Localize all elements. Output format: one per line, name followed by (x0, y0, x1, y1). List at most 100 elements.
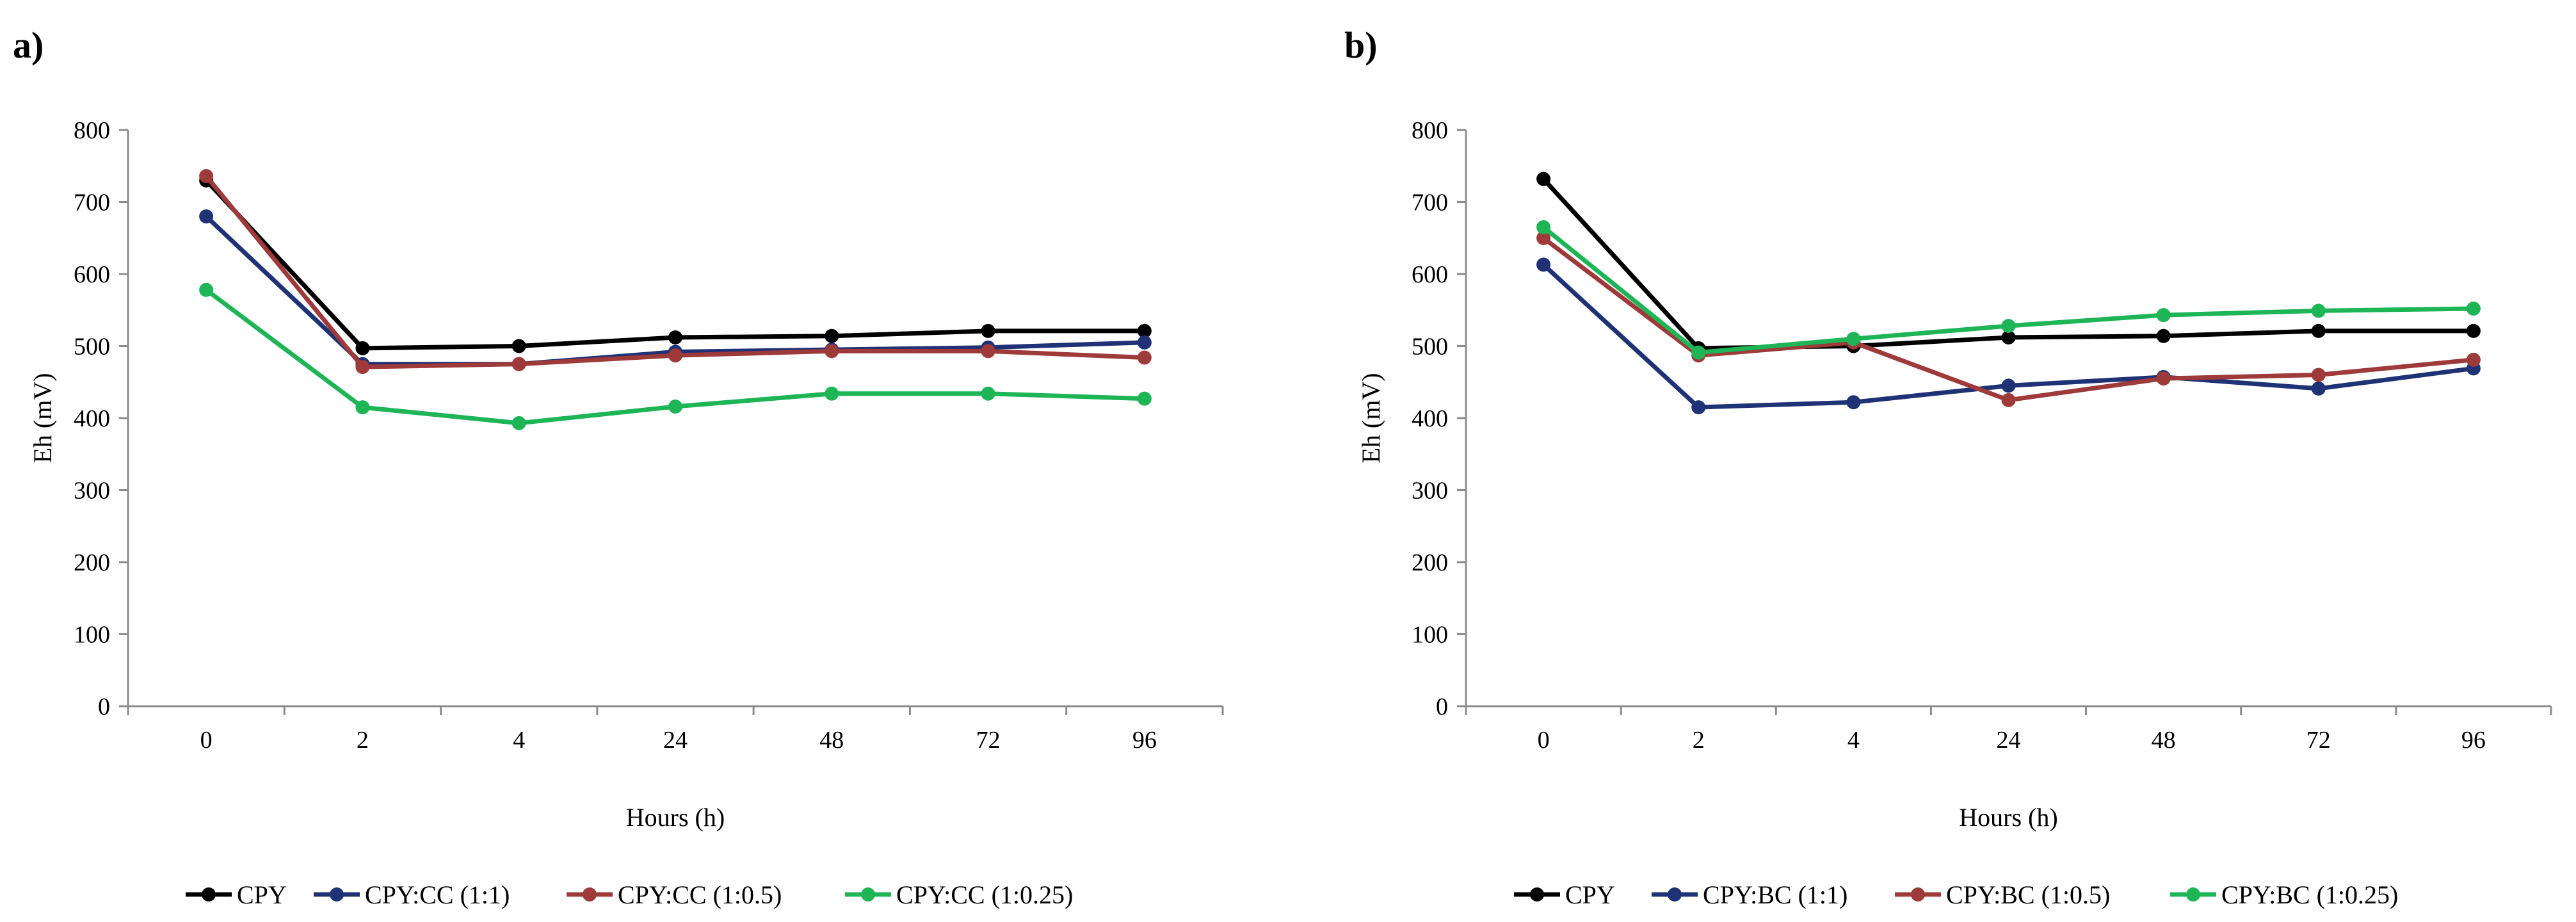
data-point (2311, 368, 2326, 382)
y-tick-label: 300 (1412, 478, 1448, 505)
data-point (1536, 257, 1551, 272)
data-point (355, 360, 370, 375)
data-point (2466, 302, 2481, 316)
x-tick-label: 48 (2152, 727, 2176, 754)
data-point (1137, 323, 1152, 338)
data-point (199, 169, 214, 183)
legend-swatch-marker (1668, 887, 1682, 902)
data-point (2466, 352, 2481, 367)
y-tick-label: 800 (1412, 117, 1448, 144)
legend-label: CPY:CC (1:1) (365, 880, 510, 909)
data-point (199, 282, 214, 297)
x-tick-label: 2 (357, 727, 369, 754)
x-tick-label: 0 (1538, 727, 1550, 754)
legend: CPY CPY:CC (1:1) CPY:CC (1:0.5) CPY:CC (1:0… (186, 880, 1073, 909)
y-tick-label: 400 (1412, 405, 1448, 432)
x-axis-title: Hours (h) (626, 803, 725, 832)
legend-label: CPY (237, 880, 287, 909)
data-point (1846, 395, 1861, 410)
panel-label: a) (13, 24, 44, 66)
data-point (2156, 328, 2171, 343)
data-point (1691, 345, 1706, 360)
legend-label: CPY:BC (1:0.25) (2221, 880, 2398, 909)
data-point (825, 328, 839, 343)
data-point (199, 209, 214, 223)
legend-swatch-marker (583, 887, 597, 902)
series-4 (1536, 220, 2481, 360)
data-point (1137, 350, 1152, 365)
data-point (981, 386, 995, 401)
y-axis-title: Eh (mV) (1356, 373, 1385, 463)
x-tick-label: 48 (819, 727, 844, 754)
data-point (1536, 172, 1551, 186)
data-point (1536, 220, 1551, 234)
x-tick-label: 2 (1693, 727, 1705, 754)
y-tick-label: 100 (1412, 622, 1448, 649)
y-tick-label: 500 (74, 334, 110, 360)
data-point (355, 400, 370, 415)
legend-label: CPY:BC (1:0.5) (1946, 880, 2110, 909)
x-tick-label: 96 (1132, 727, 1157, 754)
y-tick-label: 300 (74, 478, 110, 505)
data-point (2156, 371, 2171, 386)
x-tick-label: 24 (1997, 727, 2021, 754)
series-4 (199, 282, 1152, 430)
legend-item-1: CPY (186, 880, 287, 909)
y-tick-label: 600 (74, 261, 110, 288)
y-tick-label: 100 (74, 622, 110, 649)
legend-label: CPY:BC (1:1) (1703, 880, 1847, 909)
data-point (355, 341, 370, 355)
legend-swatch-marker (2186, 887, 2200, 902)
data-point (668, 400, 682, 414)
data-point (981, 323, 995, 338)
y-tick-label: 500 (1412, 334, 1448, 360)
legend: CPY CPY:BC (1:1) CPY:BC (1:0.5) CPY:BC (1:0… (1514, 880, 2398, 909)
y-axis-title: Eh (mV) (28, 373, 57, 463)
data-point (1691, 400, 1706, 415)
data-point (825, 344, 839, 359)
x-tick-label: 96 (2461, 727, 2486, 754)
legend-item-3: CPY:CC (1:0.5) (567, 880, 782, 909)
data-point (2466, 323, 2481, 338)
y-tick-label: 400 (74, 405, 110, 432)
x-tick-label: 4 (1847, 727, 1860, 754)
legend-swatch-marker (202, 887, 216, 902)
legend-swatch-marker (330, 887, 344, 902)
y-tick-label: 0 (98, 693, 110, 720)
legend-item-1: CPY (1514, 880, 1615, 909)
panel-label: b) (1344, 24, 1378, 66)
data-point (2001, 392, 2016, 407)
y-tick-label: 0 (1436, 693, 1448, 720)
data-point (981, 344, 995, 359)
data-point (2001, 319, 2016, 333)
data-point (668, 330, 682, 344)
legend-label: CPY (1565, 880, 1615, 909)
data-point (1536, 230, 1551, 245)
legend-swatch-marker (861, 887, 875, 902)
legend-label: CPY:CC (1:0.25) (896, 880, 1073, 909)
data-point (1846, 332, 1861, 346)
y-tick-label: 700 (1412, 190, 1448, 216)
x-axis-title: Hours (h) (1959, 803, 2057, 832)
legend-item-2: CPY:CC (1:1) (314, 880, 510, 909)
data-point (511, 357, 526, 371)
x-tick-label: 4 (513, 727, 525, 754)
y-tick-label: 800 (74, 117, 110, 144)
data-point (2156, 308, 2171, 323)
legend-label: CPY:CC (1:0.5) (618, 880, 782, 909)
y-tick-label: 200 (1412, 549, 1448, 576)
y-tick-label: 700 (74, 190, 110, 216)
x-tick-label: 72 (976, 727, 1001, 754)
legend-item-4: CPY:CC (1:0.25) (845, 880, 1073, 909)
data-point (668, 348, 682, 363)
data-point (1137, 391, 1152, 406)
data-point (2001, 330, 2016, 344)
data-point (2311, 323, 2326, 338)
legend-item-4: CPY:BC (1:0.25) (2170, 880, 2398, 909)
legend-item-3: CPY:BC (1:0.5) (1895, 880, 2110, 909)
data-point (2001, 378, 2016, 393)
legend-swatch-marker (1911, 887, 1925, 902)
